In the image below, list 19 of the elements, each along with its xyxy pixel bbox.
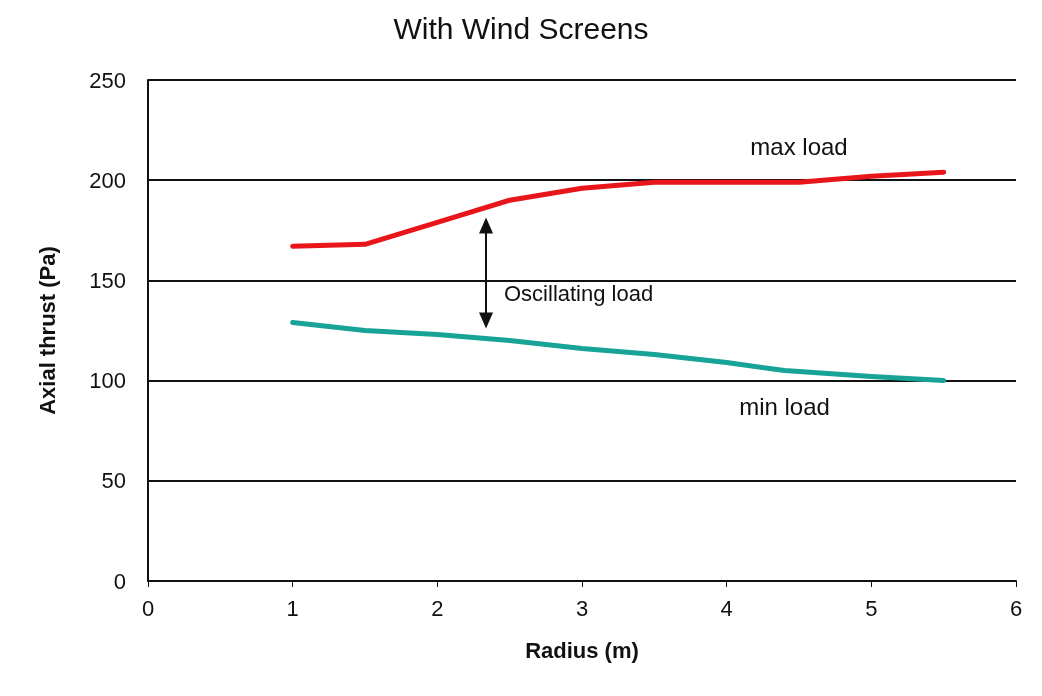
x-tick-label: 1	[286, 595, 299, 621]
y-tick-label: 200	[89, 167, 126, 193]
x-tick-label: 0	[141, 595, 155, 621]
x-tick-label: 4	[720, 595, 733, 621]
y-tick-label: 0	[113, 568, 126, 594]
x-tick-label: 3	[575, 595, 589, 621]
x-tick-label: 2	[431, 595, 444, 621]
y-tick-label: 150	[89, 267, 126, 293]
x-tick-label: 5	[865, 595, 878, 621]
y-tick-label: 100	[89, 368, 126, 394]
x-tick-label: 6	[1009, 595, 1023, 621]
y-tick-label: 250	[89, 67, 126, 93]
series-label: min load	[739, 393, 830, 421]
series-label: max load	[750, 132, 848, 160]
y-tick-label: 50	[101, 468, 126, 494]
x-axis-title: Radius (m)	[525, 637, 639, 663]
chart-title: With Wind Screens	[393, 11, 649, 45]
annotation: Oscillating load	[504, 280, 654, 306]
y-axis-title: Axial thrust (Pa)	[34, 246, 60, 415]
